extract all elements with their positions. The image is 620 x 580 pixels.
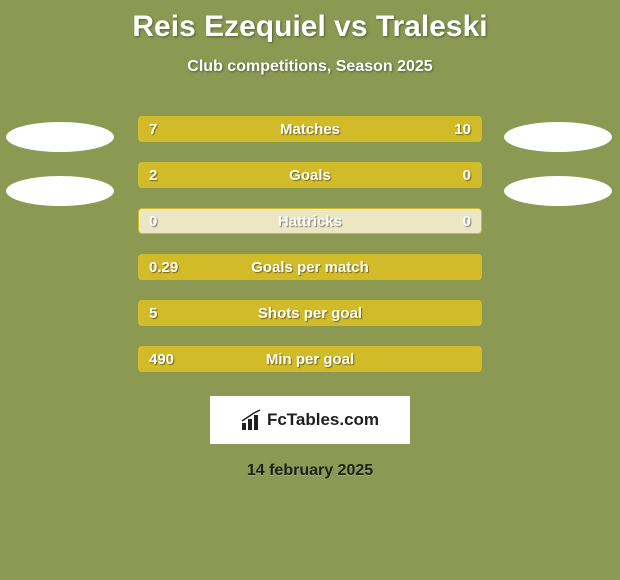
stat-bar-left-fill <box>139 163 399 187</box>
stat-bar-left-fill <box>139 117 271 141</box>
stat-bar-min-per-goal: 490 Min per goal <box>138 346 482 372</box>
team-badge-placeholder <box>504 176 612 206</box>
stat-label: Hattricks <box>139 209 481 233</box>
logo-box: FcTables.com <box>210 396 410 444</box>
stat-bar-left-fill <box>139 301 481 325</box>
stat-bar-hattricks: 0 Hattricks 0 <box>138 208 482 234</box>
page-title: Reis Ezequiel vs Traleski <box>0 0 620 44</box>
comparison-card: Reis Ezequiel vs Traleski Club competiti… <box>0 0 620 580</box>
team-badge-placeholder <box>6 176 114 206</box>
player-badge-placeholder <box>6 122 114 152</box>
left-player-badges <box>6 116 116 206</box>
stat-bar-matches: 7 Matches 10 <box>138 116 482 142</box>
stat-bars: 7 Matches 10 2 Goals 0 0 Hattricks 0 <box>138 116 482 372</box>
stat-bar-left-fill <box>139 347 481 371</box>
stat-right-value: 0 <box>463 209 471 233</box>
date-label: 14 february 2025 <box>0 462 620 480</box>
stat-bar-goals: 2 Goals 0 <box>138 162 482 188</box>
logo-text: FcTables.com <box>267 410 379 430</box>
player-badge-placeholder <box>504 122 612 152</box>
stat-bar-shots-per-goal: 5 Shots per goal <box>138 300 482 326</box>
page-subtitle: Club competitions, Season 2025 <box>0 58 620 76</box>
right-player-badges <box>504 116 614 206</box>
bar-chart-growth-icon <box>241 409 263 431</box>
stats-area: 7 Matches 10 2 Goals 0 0 Hattricks 0 <box>0 116 620 386</box>
stat-bar-goals-per-match: 0.29 Goals per match <box>138 254 482 280</box>
stat-bar-right-fill <box>271 117 481 141</box>
stat-left-value: 0 <box>149 209 157 233</box>
stat-bar-left-fill <box>139 255 481 279</box>
stat-bar-right-fill <box>399 163 481 187</box>
